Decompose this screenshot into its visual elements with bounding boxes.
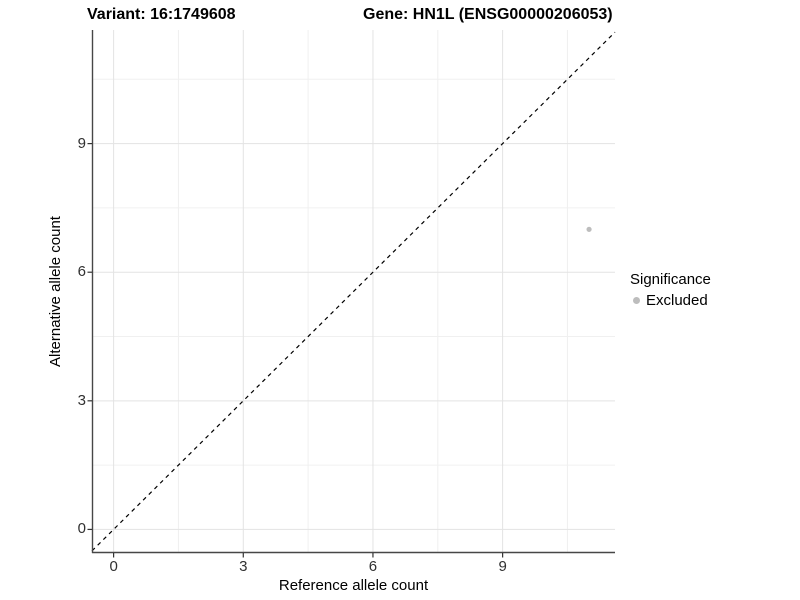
data-point-excluded	[586, 226, 592, 232]
y-axis-title: Alternative allele count	[47, 216, 64, 367]
legend-title: Significance	[630, 271, 711, 288]
identity-line	[91, 31, 616, 552]
plot-panel	[87, 30, 616, 558]
y-tick-label: 3	[77, 391, 86, 409]
legend-label-excluded: Excluded	[646, 292, 708, 309]
legend-item-excluded: Excluded	[630, 292, 711, 309]
x-tick-label: 9	[498, 558, 507, 575]
y-tick-label: 0	[77, 520, 86, 538]
x-tick-label: 0	[109, 558, 118, 575]
legend: Significance Excluded	[630, 270, 711, 309]
x-axis-title: Reference allele count	[278, 577, 429, 594]
y-tick-label: 9	[77, 134, 86, 152]
x-tick-label: 3	[239, 558, 248, 575]
plot-title-variant: Variant: 16:1749608	[87, 6, 236, 23]
legend-point-swatch	[633, 297, 640, 304]
plot-title-gene: Gene: HN1L (ENSG00000206053)	[363, 6, 613, 23]
x-tick-label: 6	[368, 558, 378, 575]
y-tick-label: 6	[77, 263, 86, 281]
